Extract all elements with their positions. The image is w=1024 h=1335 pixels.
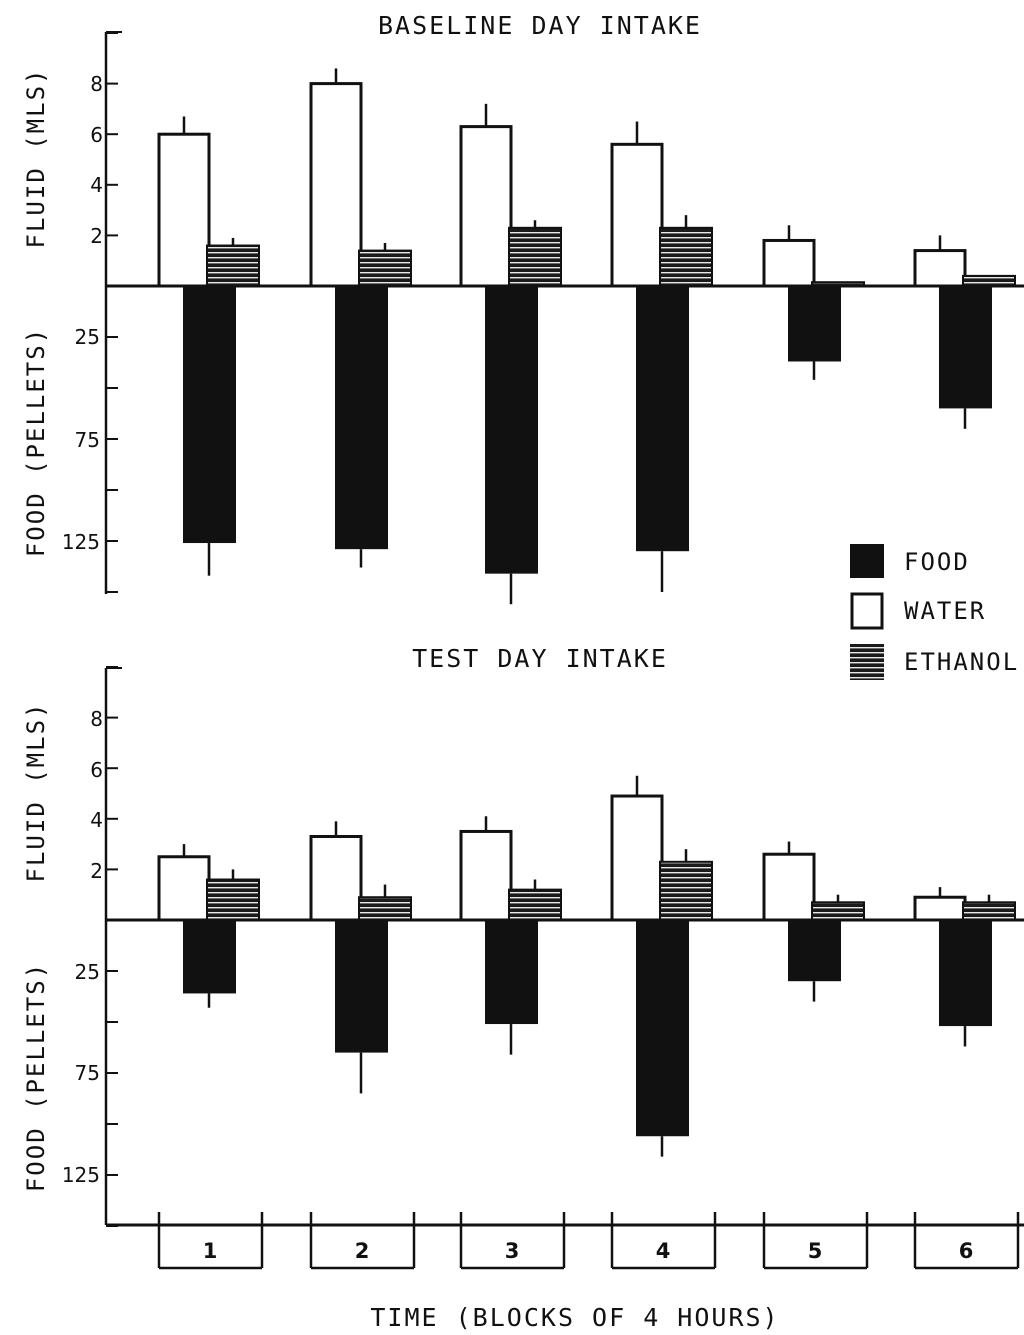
test-water-bar <box>459 829 513 922</box>
baseline-food-bar <box>183 286 236 544</box>
baseline-fluid-tick-label: 4 <box>90 173 103 197</box>
x-axis-label: TIME (BLOCKS OF 4 HOURS) <box>370 1303 779 1332</box>
test-ethanol-bar <box>508 888 562 922</box>
test-food-bar <box>183 920 236 994</box>
baseline-food-tick-label: 25 <box>75 325 100 349</box>
test-food-tick-label: 75 <box>75 1061 100 1085</box>
test-panel <box>104 666 1024 1227</box>
test-food-bar <box>939 920 992 1027</box>
baseline-fluid-tick-label: 2 <box>90 224 103 248</box>
baseline-water-bar <box>157 132 211 288</box>
test-fluid-tick-label: 2 <box>90 859 103 883</box>
baseline-water-bar <box>459 125 513 288</box>
legend-water-swatch <box>850 592 884 630</box>
test-food-tick-label: 25 <box>75 960 100 984</box>
legend-food-label: FOOD <box>904 548 970 576</box>
baseline-food-bar <box>636 286 689 552</box>
baseline-food-bar <box>485 286 538 574</box>
baseline-ethanol-bar <box>358 249 412 287</box>
test-fluid-tick-label: 6 <box>90 758 103 782</box>
baseline-fluid-axis-label: FLUID (MLS) <box>22 68 50 249</box>
test-food-axis-label: FOOD (PELLETS) <box>22 962 50 1192</box>
baseline-food-bar <box>788 286 841 362</box>
test-fluid-tick-label: 8 <box>90 707 103 731</box>
test-water-bar <box>157 855 211 922</box>
x-tick-label: 4 <box>656 1239 671 1263</box>
baseline-food-tick-label: 125 <box>62 530 100 554</box>
baseline-ethanol-bar <box>508 226 562 287</box>
test-ethanol-bar <box>811 901 865 921</box>
test-ethanol-bar <box>358 896 412 921</box>
test-food-bar <box>335 920 388 1053</box>
test-water-bar <box>309 835 363 922</box>
baseline-ethanol-bar <box>962 274 1016 288</box>
baseline-water-bar <box>309 82 363 288</box>
baseline-water-bar <box>610 142 664 288</box>
baseline-fluid-tick-label: 8 <box>90 72 103 96</box>
x-tick-label: 6 <box>959 1239 974 1263</box>
test-food-bar <box>485 920 538 1025</box>
x-tick-label: 1 <box>203 1239 218 1263</box>
baseline-ethanol-bar <box>811 281 865 287</box>
baseline-food-axis-label: FOOD (PELLETS) <box>22 327 50 557</box>
baseline-fluid-tick-label: 6 <box>90 123 103 147</box>
test-water-bar <box>610 794 664 922</box>
legend: FOOD WATER ETHANOL <box>850 544 1019 680</box>
baseline-water-bar <box>913 249 967 288</box>
test-ethanol-bar <box>962 901 1016 921</box>
x-tick-label: 5 <box>808 1239 823 1263</box>
test-ethanol-bar <box>659 860 713 921</box>
baseline-ethanol-bar <box>206 244 260 288</box>
baseline-food-tick-label: 75 <box>75 428 100 452</box>
test-water-bar <box>762 852 816 922</box>
baseline-food-bar <box>335 286 388 550</box>
baseline-panel <box>104 31 1024 605</box>
test-ethanol-bar <box>206 878 260 922</box>
test-fluid-tick-label: 4 <box>90 808 103 832</box>
legend-ethanol-swatch <box>850 644 884 680</box>
test-food-bar <box>788 920 841 982</box>
test-water-bar <box>913 895 967 922</box>
x-tick-label: 2 <box>355 1239 370 1263</box>
legend-ethanol-label: ETHANOL <box>904 648 1019 676</box>
test-fluid-axis-label: FLUID (MLS) <box>22 702 50 883</box>
test-title: TEST DAY INTAKE <box>412 644 668 673</box>
test-food-tick-label: 125 <box>62 1163 100 1187</box>
baseline-food-bar <box>939 286 992 409</box>
baseline-water-bar <box>762 238 816 288</box>
legend-food-swatch <box>850 544 884 578</box>
test-food-bar <box>636 920 689 1137</box>
baseline-title: BASELINE DAY INTAKE <box>378 11 702 40</box>
legend-water-label: WATER <box>904 597 986 625</box>
baseline-ethanol-bar <box>659 226 713 287</box>
x-axis: 1 2 3 4 5 6 <box>106 1212 1024 1270</box>
x-tick-label: 3 <box>505 1239 520 1263</box>
